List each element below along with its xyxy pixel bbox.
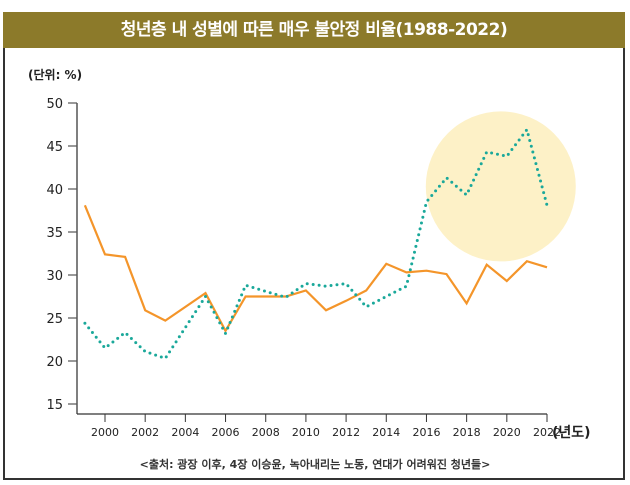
y-axis-unit-label: (단위: %) (28, 67, 82, 82)
x-tick-label: 2000 (91, 426, 119, 439)
x-tick-label: 2008 (252, 426, 280, 439)
y-tick-label: 25 (46, 312, 63, 327)
x-tick-label: 2014 (372, 426, 400, 439)
x-tick-label: 2022 (533, 426, 561, 439)
x-tick-label: 2018 (453, 426, 481, 439)
x-tick-label: 2016 (412, 426, 440, 439)
x-tick-label: 2002 (131, 426, 159, 439)
x-tick-label: 2006 (212, 426, 240, 439)
orange-solid-series-line (83, 204, 548, 334)
x-tick-label: 2004 (171, 426, 199, 439)
highlight-circle (425, 111, 576, 262)
chart-title: 청년층 내 성별에 따른 매우 불안정 비율(1988-2022) (3, 12, 625, 48)
x-axis-unit-label: (년도) (552, 425, 591, 441)
x-tick-label: 2010 (292, 426, 320, 439)
y-tick-label: 20 (46, 355, 63, 370)
y-tick-label: 40 (46, 183, 63, 198)
y-tick-label: 50 (46, 97, 63, 112)
chart-frame (3, 12, 625, 480)
y-tick-label: 35 (46, 226, 63, 241)
x-tick-label: 2012 (332, 426, 360, 439)
x-tick-label: 2020 (493, 426, 521, 439)
y-tick-label: 15 (46, 398, 63, 413)
y-tick-label: 45 (46, 140, 63, 155)
y-tick-label: 30 (46, 269, 63, 284)
teal-dotted-series-line (83, 126, 549, 361)
source-caption: <출처: 광장 이후, 4장 이승윤, 녹아내리는 노동, 연대가 어려워진 청… (139, 458, 491, 471)
